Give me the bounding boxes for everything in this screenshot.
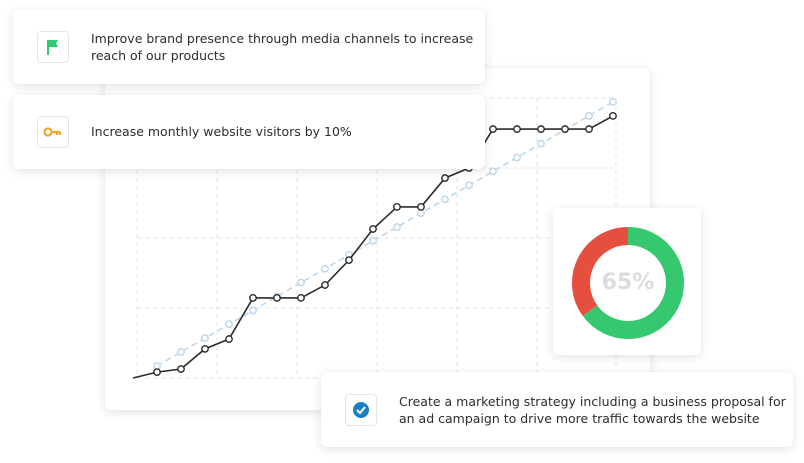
point: [201, 344, 209, 353]
point: [321, 264, 329, 273]
point: [513, 125, 521, 133]
text-line: reach of our products: [91, 48, 226, 63]
point: [321, 281, 329, 289]
series-line: [156, 101, 614, 367]
point: [225, 335, 233, 343]
donut-card: 65%: [553, 208, 701, 355]
point: [369, 225, 377, 233]
point: [609, 98, 617, 106]
point: [249, 294, 257, 302]
point: [201, 334, 209, 343]
point: [345, 256, 353, 265]
text-line: Create a marketing strategy including a …: [399, 394, 786, 409]
text-line: Improve brand presence through media cha…: [91, 31, 474, 46]
point: [417, 203, 425, 211]
point: [489, 167, 497, 176]
point: [441, 174, 449, 182]
goal-card: Improve brand presence through media cha…: [13, 10, 485, 84]
key-icon: [37, 116, 69, 148]
donut-label: 65%: [602, 270, 655, 295]
point: [153, 368, 161, 377]
point: [225, 320, 233, 329]
check-icon: [345, 394, 377, 426]
point: [393, 223, 401, 231]
point: [609, 112, 617, 120]
point: [537, 125, 545, 133]
point: [561, 125, 569, 133]
goal-card: Increase monthly website visitors by 10%: [13, 95, 485, 169]
goal-text: Improve brand presence through media cha…: [91, 30, 473, 64]
point: [177, 348, 185, 356]
donut-segment: [582, 227, 684, 339]
text-line: Increase monthly website visitors by 10%: [91, 124, 352, 139]
point: [297, 294, 305, 302]
point: [177, 365, 185, 373]
point: [297, 278, 305, 287]
point: [489, 125, 497, 133]
donut-chart: 65%: [572, 227, 684, 339]
donut-segment: [572, 227, 629, 316]
flag-icon: [37, 31, 69, 63]
point: [585, 125, 593, 133]
text-line: an ad campaign to drive more traffic tow…: [399, 411, 760, 426]
goal-text: Create a marketing strategy including a …: [399, 393, 786, 427]
point: [441, 195, 449, 204]
point: [393, 203, 401, 211]
point: [153, 362, 161, 370]
goal-text: Increase monthly website visitors by 10%: [91, 123, 352, 140]
point: [249, 306, 257, 315]
point: [537, 139, 545, 148]
point: [369, 236, 377, 245]
point: [417, 209, 425, 217]
goal-card: Create a marketing strategy including a …: [321, 372, 793, 447]
point: [465, 181, 473, 190]
point: [273, 294, 281, 302]
point: [513, 153, 521, 162]
point: [585, 112, 593, 120]
